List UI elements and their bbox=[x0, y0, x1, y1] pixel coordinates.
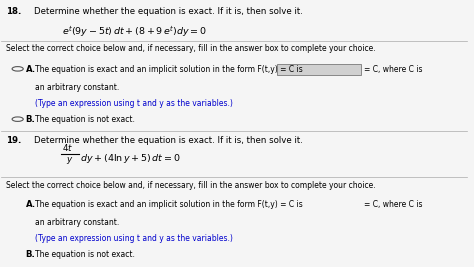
Text: $e^t(9y-5t)\,dt + \left(8+9\,e^t\right)dy = 0$: $e^t(9y-5t)\,dt + \left(8+9\,e^t\right)d… bbox=[62, 24, 207, 38]
Text: Determine whether the equation is exact. If it is, then solve it.: Determine whether the equation is exact.… bbox=[34, 7, 303, 16]
Text: 18.: 18. bbox=[6, 7, 21, 16]
Text: (Type an expression using t and y as the variables.): (Type an expression using t and y as the… bbox=[35, 234, 233, 243]
Text: B.: B. bbox=[26, 250, 36, 259]
Text: The equation is exact and an implicit solution in the form F(t,y) = C is: The equation is exact and an implicit so… bbox=[35, 65, 302, 74]
Text: Determine whether the equation is exact. If it is, then solve it.: Determine whether the equation is exact.… bbox=[34, 136, 303, 146]
Text: B.: B. bbox=[26, 115, 36, 124]
Text: Select the correct choice below and, if necessary, fill in the answer box to com: Select the correct choice below and, if … bbox=[6, 44, 376, 53]
Text: The equation is exact and an implicit solution in the form F(t,y) = C is: The equation is exact and an implicit so… bbox=[35, 200, 302, 209]
Text: Select the correct choice below and, if necessary, fill in the answer box to com: Select the correct choice below and, if … bbox=[6, 181, 376, 190]
Text: 19.: 19. bbox=[6, 136, 21, 146]
Text: (Type an expression using t and y as the variables.): (Type an expression using t and y as the… bbox=[35, 99, 233, 108]
Text: an arbitrary constant.: an arbitrary constant. bbox=[35, 83, 119, 92]
Text: A.: A. bbox=[26, 200, 36, 209]
Text: A.: A. bbox=[26, 65, 36, 74]
Text: The equation is not exact.: The equation is not exact. bbox=[35, 115, 135, 124]
Text: = C, where C is: = C, where C is bbox=[365, 65, 423, 74]
Text: an arbitrary constant.: an arbitrary constant. bbox=[35, 218, 119, 227]
Text: $4t$: $4t$ bbox=[62, 142, 73, 153]
Text: The equation is not exact.: The equation is not exact. bbox=[35, 250, 135, 259]
FancyBboxPatch shape bbox=[277, 199, 361, 210]
Text: $dy + (4\ln y + 5)\,dt = 0$: $dy + (4\ln y + 5)\,dt = 0$ bbox=[81, 152, 181, 165]
FancyBboxPatch shape bbox=[277, 64, 361, 75]
Text: = C, where C is: = C, where C is bbox=[365, 200, 423, 209]
Text: $y$: $y$ bbox=[65, 155, 73, 166]
